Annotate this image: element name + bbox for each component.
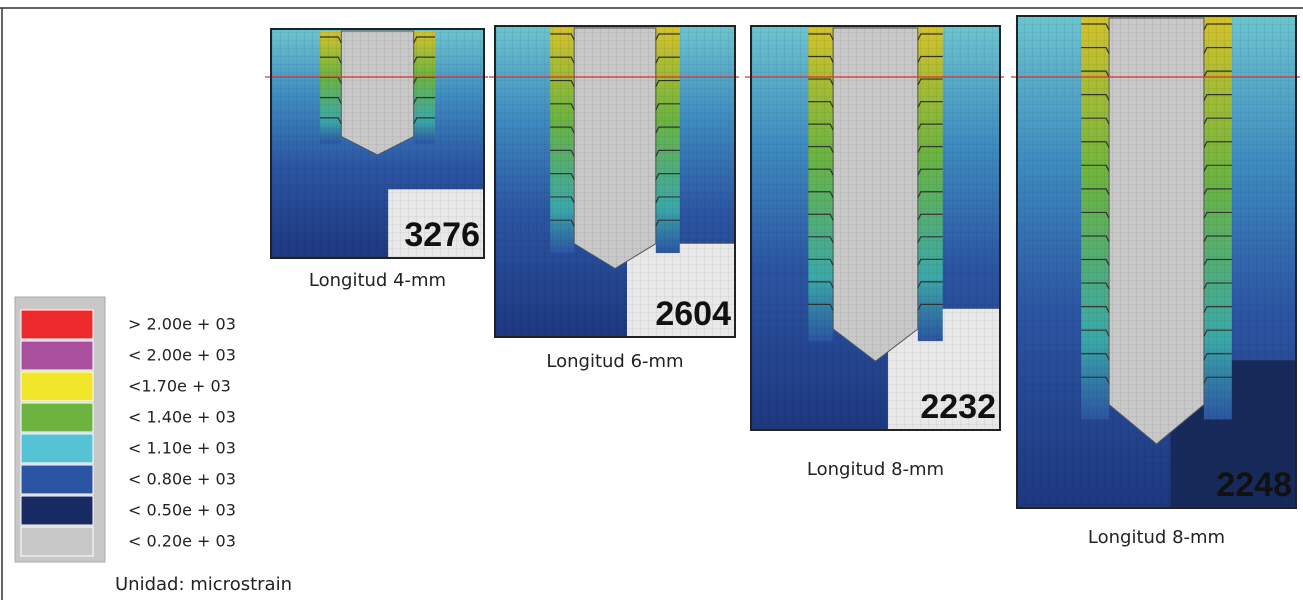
fea-panel: 3276 Longitud 4-mm: [265, 29, 488, 291]
legend-label: < 0.80e + 03: [128, 470, 236, 489]
fea-panel: 2232 Longitud 8-mm: [745, 26, 1004, 480]
legend-label: < 1.40e + 03: [128, 408, 236, 427]
panel-value: 2248: [1216, 466, 1292, 504]
fea-panel: 2604 Longitud 6-mm: [489, 26, 739, 372]
legend-label: < 0.50e + 03: [128, 501, 236, 520]
legend-label: < 1.10e + 03: [128, 439, 236, 458]
legend-swatch: [21, 403, 93, 432]
panel-value: 3276: [404, 216, 480, 254]
legend-swatch: [21, 496, 93, 525]
panel-value: 2232: [920, 388, 996, 426]
legend-label: < 2.00e + 03: [128, 346, 236, 365]
mesh: [495, 26, 735, 337]
panel-caption: Longitud 4-mm: [309, 270, 446, 291]
legend-swatch: [21, 465, 93, 494]
panel-caption: Longitud 8-mm: [807, 459, 944, 480]
panel-value: 2604: [655, 295, 731, 333]
legend-swatch: [21, 434, 93, 463]
legend-swatch: [21, 372, 93, 401]
unit-label: Unidad: microstrain: [115, 574, 292, 595]
mesh: [751, 26, 1000, 430]
legend-label: > 2.00e + 03: [128, 315, 236, 334]
mesh: [1017, 16, 1296, 508]
legend-swatch: [21, 341, 93, 370]
panel-caption: Longitud 8-mm: [1088, 527, 1225, 548]
legend-label: <1.70e + 03: [128, 377, 231, 396]
legend-swatch: [21, 310, 93, 339]
figure: Unidad: microstrain > 2.00e + 03 < 2.00e …: [0, 0, 1303, 600]
fea-panel: 2248 Longitud 8-mm: [1011, 16, 1300, 548]
legend-swatch: [21, 527, 93, 556]
legend-label: < 0.20e + 03: [128, 532, 236, 551]
panel-caption: Longitud 6-mm: [546, 351, 683, 372]
